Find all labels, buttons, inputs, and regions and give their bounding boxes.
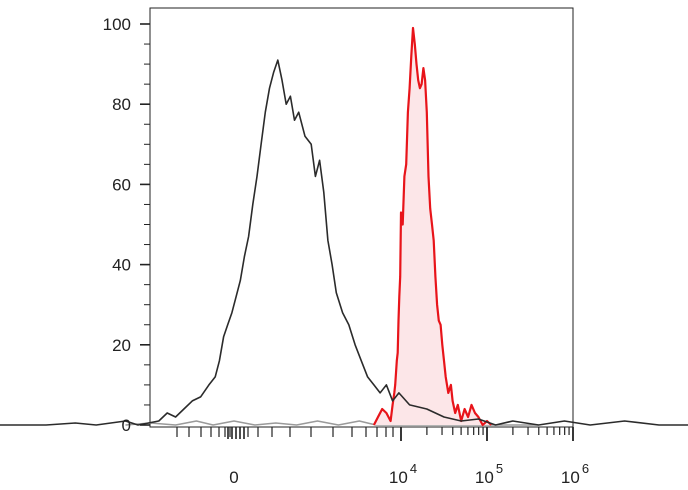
series-1-line [372, 26, 493, 427]
plot-frame [149, 7, 574, 428]
x-tick-label: 10 4 [389, 461, 417, 487]
y-tick-label: 100 [103, 15, 131, 34]
y-tick-label: 60 [112, 175, 131, 194]
x-tick-label: 10 5 [475, 461, 503, 487]
series-1-fill [373, 28, 492, 425]
y-tick-label: 20 [112, 336, 131, 355]
x-tick-label: 10 6 [561, 461, 589, 487]
y-tick-label: 40 [112, 256, 131, 275]
y-axis: 0 20 40 60 80 100 [103, 15, 150, 435]
y-tick-label: 80 [112, 95, 131, 114]
x-axis: 0 10 4 10 5 10 6 [176, 427, 589, 487]
x-tick-label: 0 [229, 468, 238, 487]
y-tick-label: 0 [122, 416, 131, 435]
series-0-line [0, 59, 688, 426]
series-layer [0, 26, 688, 427]
